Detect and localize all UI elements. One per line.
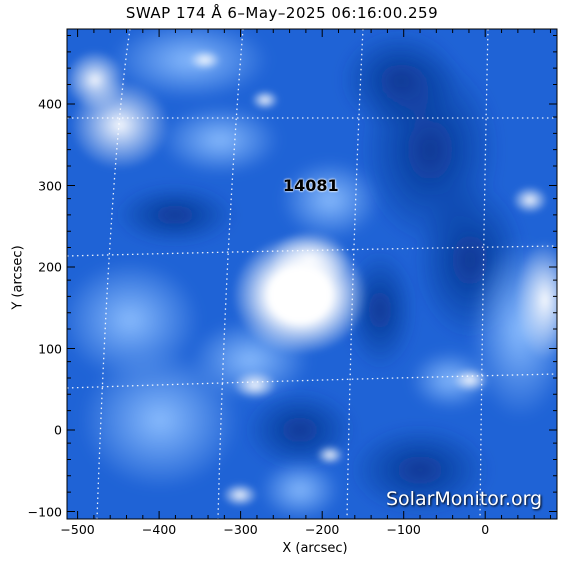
bright-active-regions	[67, 50, 557, 507]
x-tick-label: −100	[386, 522, 421, 537]
active-region-label: 14081	[283, 176, 339, 195]
x-tick-label: −500	[60, 522, 95, 537]
watermark-text: SolarMonitor.org	[386, 488, 543, 510]
x-tick-label: −300	[223, 522, 258, 537]
plot-frame	[66, 28, 558, 520]
y-tick-label: 300	[38, 178, 62, 193]
minor-ticks	[67, 29, 557, 519]
y-tick-label: 200	[38, 259, 62, 275]
y-tick-label: 100	[38, 341, 62, 356]
y-tick-label: 0	[54, 422, 62, 438]
x-tick-label: 0	[481, 522, 490, 537]
x-tick-label: −200	[305, 522, 340, 537]
x-tick-label: −400	[141, 522, 177, 537]
diffuse-loops	[67, 29, 557, 519]
minor-tick-marks	[67, 29, 557, 519]
axis-ticks	[67, 29, 557, 519]
plot-title: SWAP 174 Å 6–May–2025 06:16:00.259	[125, 4, 439, 22]
y-tick-label: −100	[27, 504, 62, 519]
heliographic-grid	[67, 29, 557, 519]
y-tick-label: 400	[38, 96, 62, 112]
x-axis-label: X (arcsec)	[282, 541, 348, 556]
y-axis-label: Y (arcsec)	[10, 245, 26, 310]
